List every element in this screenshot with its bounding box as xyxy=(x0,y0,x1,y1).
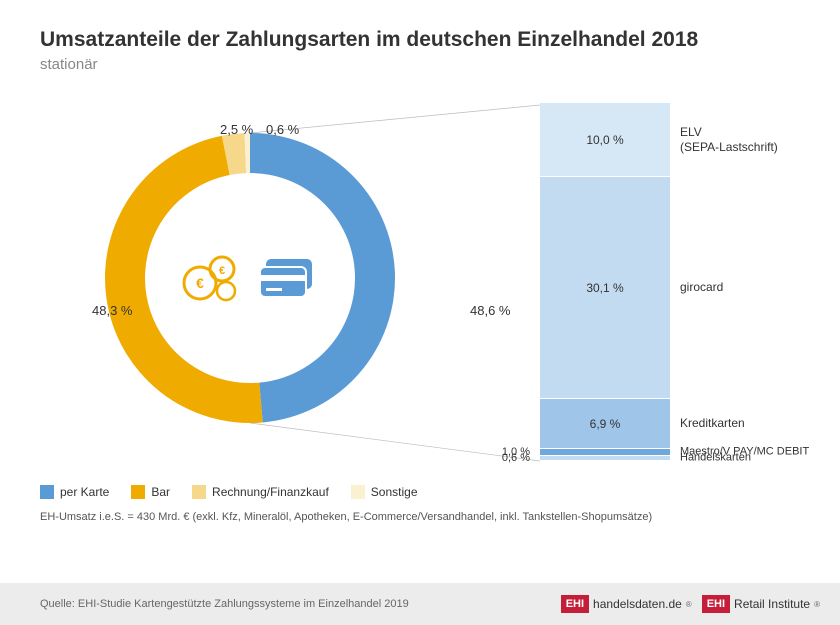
legend-label: Rechnung/Finanzkauf xyxy=(212,485,329,499)
donut-slice-label: 48,6 % xyxy=(470,303,510,318)
reg-mark-icon: ® xyxy=(686,600,692,609)
breakdown-name: girocard xyxy=(680,280,723,294)
page-title: Umsatzanteile der Zahlungsarten im deuts… xyxy=(40,28,800,52)
logo-box-icon: EHI xyxy=(702,595,730,613)
donut-slice-label: 2,5 % xyxy=(220,122,253,137)
legend-swatch-icon xyxy=(351,485,365,499)
legend: per Karte Bar Rechnung/Finanzkauf Sonstige xyxy=(40,485,800,499)
center-icons: € € xyxy=(182,253,318,303)
breakdown-pct: 0,6 % xyxy=(502,452,530,464)
donut-slice-label: 48,3 % xyxy=(92,303,132,318)
coins-icon: € € xyxy=(182,253,240,303)
legend-swatch-icon xyxy=(192,485,206,499)
breakdown-name: Handelskarten xyxy=(680,451,751,464)
donut-chart: € € 48,6 %48,3 %2,5 %0,6 % xyxy=(100,128,400,428)
legend-item: Rechnung/Finanzkauf xyxy=(192,485,329,499)
breakdown-segment: 1,0 %Maestro/V PAY/MC DEBIT xyxy=(540,449,670,456)
legend-item: Sonstige xyxy=(351,485,418,499)
logo-handelsdaten: EHI handelsdaten.de ® xyxy=(561,595,692,613)
footnote: EH-Umsatz i.e.S. = 430 Mrd. € (exkl. Kfz… xyxy=(40,511,800,523)
breakdown-pct: 30,1 % xyxy=(586,281,623,295)
svg-text:€: € xyxy=(219,265,225,277)
breakdown-segment: 6,9 %Kreditkarten xyxy=(540,399,670,449)
legend-item: Bar xyxy=(131,485,170,499)
breakdown-segment: 10,0 %ELV(SEPA-Lastschrift) xyxy=(540,103,670,177)
breakdown-pct: 6,9 % xyxy=(590,417,621,431)
donut-slice-label: 0,6 % xyxy=(266,122,299,137)
breakdown-pct: 10,0 % xyxy=(586,133,623,147)
breakdown-segment: 0,6 %Handelskarten xyxy=(540,456,670,461)
page-subtitle: stationär xyxy=(40,56,800,73)
breakdown-name: ELV(SEPA-Lastschrift) xyxy=(680,125,778,154)
svg-text:€: € xyxy=(196,275,204,291)
infographic-container: Umsatzanteile der Zahlungsarten im deuts… xyxy=(0,0,840,625)
logo-retail-institute: EHI Retail Institute ® xyxy=(702,595,820,613)
logo-box-icon: EHI xyxy=(561,595,589,613)
reg-mark-icon: ® xyxy=(814,600,820,609)
logo-text: handelsdaten.de xyxy=(593,597,682,611)
legend-label: Sonstige xyxy=(371,485,418,499)
source-text: Quelle: EHI-Studie Kartengestützte Zahlu… xyxy=(40,598,409,610)
legend-label: per Karte xyxy=(60,485,109,499)
legend-swatch-icon xyxy=(40,485,54,499)
footer-logos: EHI handelsdaten.de ® EHI Retail Institu… xyxy=(561,595,820,613)
legend-label: Bar xyxy=(151,485,170,499)
logo-text: Retail Institute xyxy=(734,597,810,611)
breakdown-bar: 10,0 %ELV(SEPA-Lastschrift)30,1 %girocar… xyxy=(540,103,670,463)
chart-area: € € 48,6 %48,3 %2,5 %0,6 % 10,0 %ELV(SEP… xyxy=(40,103,800,473)
breakdown-name: Kreditkarten xyxy=(680,416,745,430)
legend-item: per Karte xyxy=(40,485,109,499)
breakdown-segment: 30,1 %girocard xyxy=(540,177,670,399)
legend-swatch-icon xyxy=(131,485,145,499)
card-icon xyxy=(258,255,318,301)
footer-bar: Quelle: EHI-Studie Kartengestützte Zahlu… xyxy=(0,583,840,625)
